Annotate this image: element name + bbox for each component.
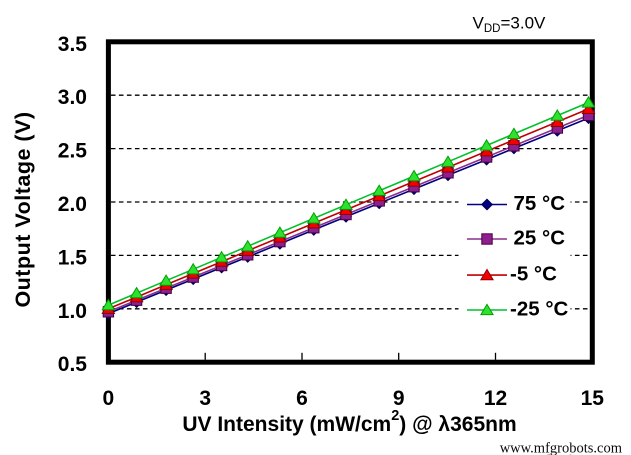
svg-text:www.mfgrobots.com: www.mfgrobots.com (500, 440, 623, 455)
svg-text:75 °C: 75 °C (514, 192, 566, 215)
svg-text:0.5: 0.5 (58, 353, 88, 376)
svg-text:-25 °C: -25 °C (510, 297, 569, 320)
svg-text:12: 12 (484, 387, 507, 410)
svg-text:9: 9 (393, 387, 405, 410)
svg-text:0: 0 (103, 387, 115, 410)
svg-text:Output Voltage (V): Output Voltage (V) (11, 111, 35, 307)
svg-text:1.0: 1.0 (58, 300, 87, 323)
svg-text:2.5: 2.5 (58, 140, 88, 163)
svg-text:-5 °C: -5 °C (510, 263, 557, 286)
svg-text:3.5: 3.5 (58, 33, 88, 56)
svg-text:1.5: 1.5 (58, 246, 88, 269)
svg-text:15: 15 (581, 387, 605, 410)
svg-text:UV Intensity (mW/cm2) @ λ365nm: UV Intensity (mW/cm2) @ λ365nm (182, 408, 516, 436)
svg-text:VDD=3.0V: VDD=3.0V (473, 14, 547, 36)
svg-text:25 °C: 25 °C (514, 226, 566, 249)
svg-text:3.0: 3.0 (58, 86, 87, 109)
svg-text:6: 6 (296, 387, 308, 410)
svg-text:2.0: 2.0 (58, 193, 87, 216)
svg-text:3: 3 (199, 387, 211, 410)
svg-text:www.mfgrobots.com: www.mfgrobots.com (500, 453, 623, 455)
